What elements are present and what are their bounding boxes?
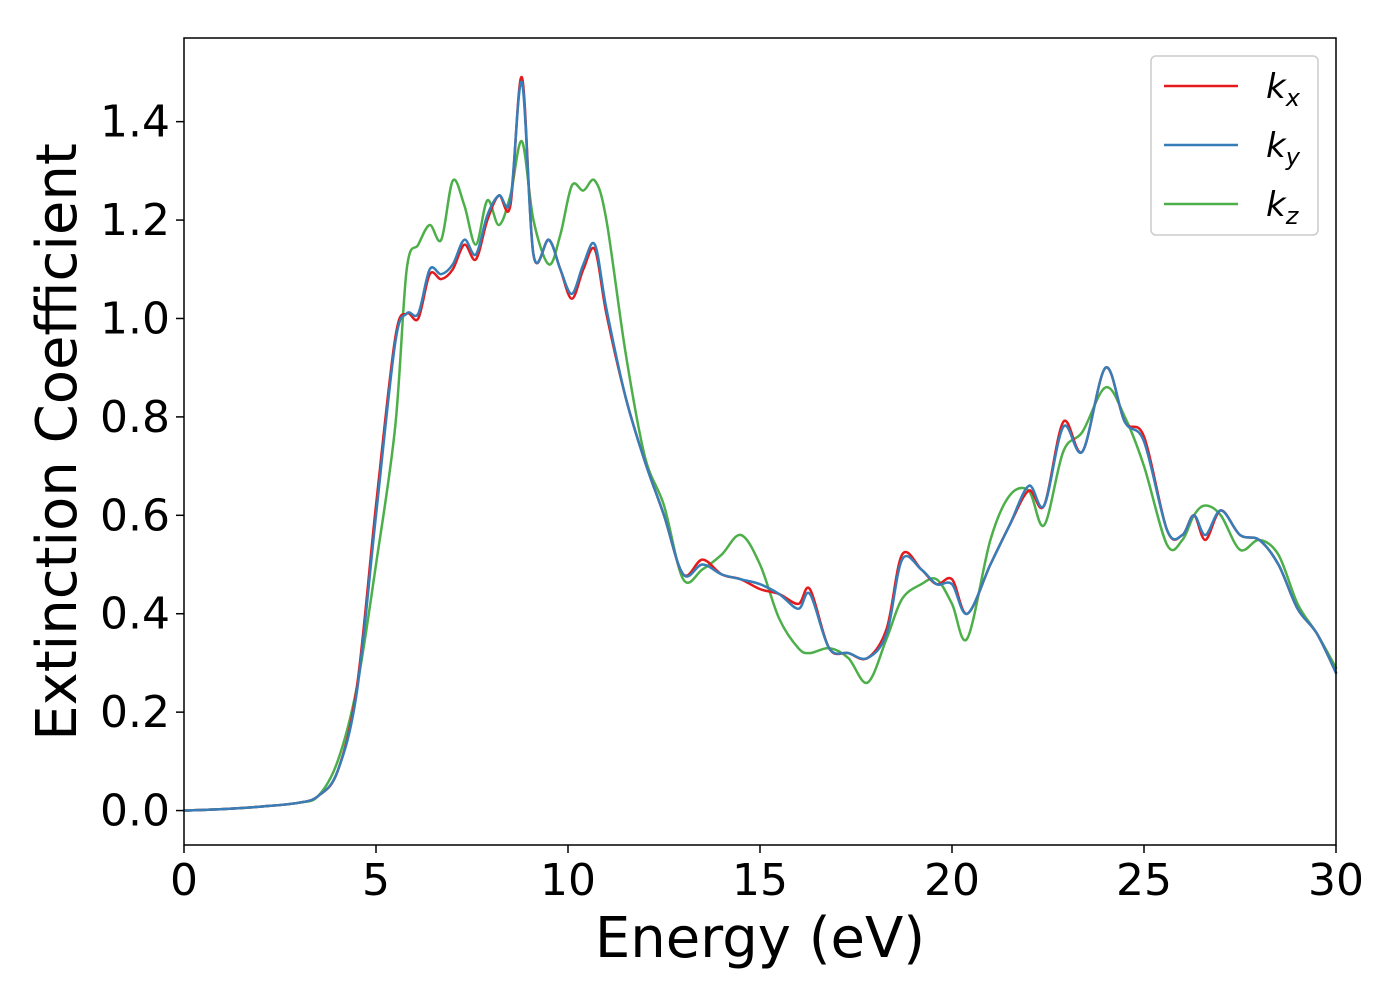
x-axis-label: Energy (eV)	[595, 906, 925, 971]
x-tick-label: 25	[1116, 855, 1172, 906]
x-tick-label: 30	[1308, 855, 1364, 906]
x-tick-label: 5	[362, 855, 390, 906]
y-tick-label: 0.8	[100, 392, 170, 443]
legend-label-base: k	[1266, 126, 1287, 166]
y-tick-label: 0.6	[100, 490, 170, 541]
legend-label-y: ky	[1266, 126, 1301, 171]
y-axis: 0.0 0.2 0.4 0.6 0.8 1.0 1.2 1.4	[100, 97, 184, 837]
series-line-y	[182, 81, 1338, 812]
x-axis: 0 5 10 15 20 25 30	[170, 845, 1364, 906]
y-tick-label: 0.2	[100, 687, 170, 738]
legend-label-subscript: y	[1285, 143, 1301, 171]
x-tick-label: 20	[924, 855, 980, 906]
y-axis-label: Extinction Coefficient	[25, 143, 90, 741]
legend-label-z: kz	[1266, 185, 1300, 230]
y-tick-label: 1.2	[100, 195, 170, 246]
legend-label-subscript: x	[1285, 84, 1301, 112]
series-line-z	[182, 140, 1338, 812]
legend-label-base: k	[1266, 185, 1287, 225]
x-tick-label: 10	[540, 855, 596, 906]
series-layer	[182, 76, 1338, 812]
legend-label-x: kx	[1266, 67, 1301, 112]
x-tick-label: 15	[732, 855, 788, 906]
y-tick-label: 0.0	[100, 786, 170, 837]
y-tick-label: 0.4	[100, 589, 170, 640]
y-tick-label: 1.0	[100, 293, 170, 344]
y-tick-label: 1.4	[100, 97, 170, 148]
legend-label-subscript: z	[1285, 202, 1300, 230]
legend-label-base: k	[1266, 67, 1287, 107]
x-tick-label: 0	[170, 855, 198, 906]
